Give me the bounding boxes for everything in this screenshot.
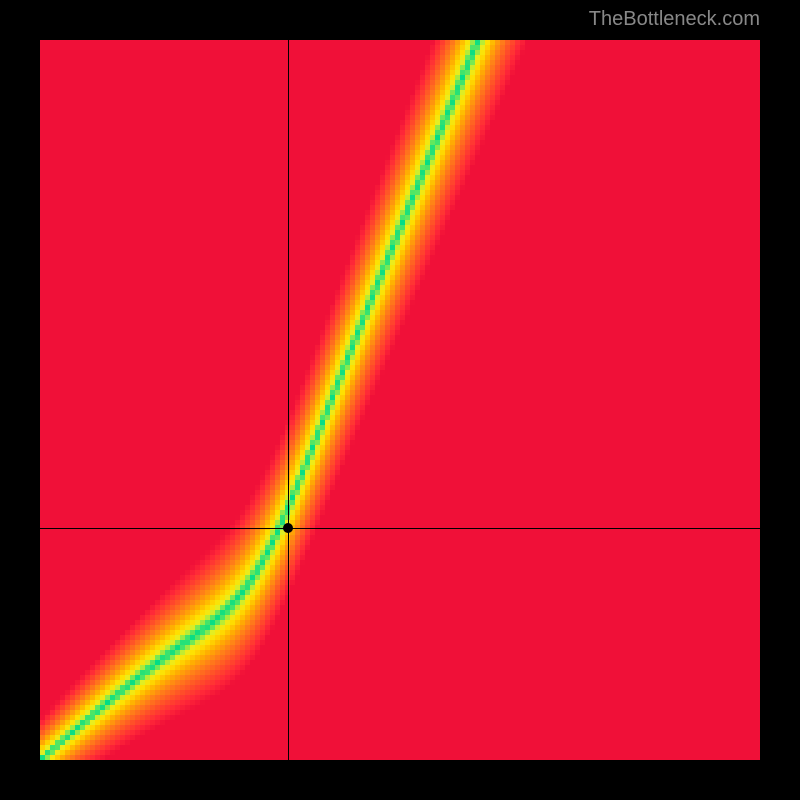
crosshair-vertical [288,40,289,760]
crosshair-marker [283,523,293,533]
heatmap-plot [40,40,760,760]
heatmap-canvas [40,40,760,760]
crosshair-horizontal [40,528,760,529]
watermark-text: TheBottleneck.com [589,8,760,31]
